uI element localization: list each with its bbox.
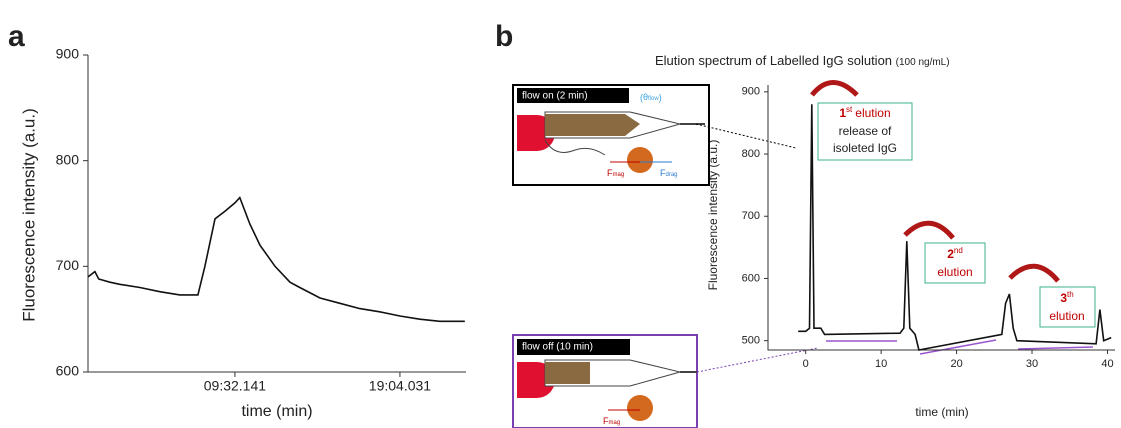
x-tick-label: 0 — [803, 358, 809, 370]
y-tick-label: 900 — [742, 86, 760, 98]
suffix: th — [1067, 290, 1074, 299]
subscript: mag — [609, 420, 621, 426]
data-line — [87, 196, 465, 323]
force: F — [603, 416, 609, 426]
x-tick-label: 10 — [875, 358, 887, 370]
suffix: nd — [954, 246, 963, 255]
y-tick-label: 500 — [742, 335, 760, 347]
suffix: st — [846, 105, 853, 114]
subscript: mag — [613, 172, 625, 178]
axis — [87, 55, 466, 373]
y-tick-label: 900 — [56, 46, 80, 62]
inset-flow-off: flow off (10 min) Fmag — [512, 334, 819, 428]
annotation: elution — [937, 265, 972, 279]
subscript: drag — [666, 172, 678, 178]
annotation: 1st elution — [839, 105, 890, 120]
y-tick-label: 800 — [56, 151, 80, 167]
y-tick-label: 700 — [56, 257, 80, 273]
inset-flow-on: flow on (2 min) Fmag Fdrag (θflow) — [512, 84, 797, 186]
force: F — [607, 168, 613, 178]
panel-label: a — [8, 20, 25, 53]
panel-label: b — [495, 20, 513, 53]
inset-label: Fdrag — [660, 168, 678, 178]
inset-label: flow on (2 min) — [522, 91, 588, 102]
force: F — [660, 168, 666, 178]
annotation: release of — [839, 124, 892, 138]
y-tick-label: 700 — [742, 210, 760, 222]
theta: θ — [643, 92, 648, 102]
x-axis-label: time (min) — [241, 403, 312, 420]
inset-label: (θflow) — [640, 92, 662, 102]
ordinal: 1 — [839, 106, 846, 120]
y-tick-label: 800 — [742, 148, 760, 160]
x-tick-label: 09:32.141 — [204, 378, 266, 394]
title: Elution spectrum of Labelled IgG solutio… — [655, 53, 892, 68]
annotation: 3th — [1060, 290, 1073, 305]
annotations: 1st elution release of isoleted IgG 2nd e… — [810, 80, 1096, 328]
x-axis-label: time (min) — [915, 405, 968, 419]
subtitle: (100 ng/mL) — [896, 57, 950, 68]
y-tick-label: 600 — [742, 272, 760, 284]
y-axis-label: Fluorescence intensity (a.u.) — [19, 108, 38, 322]
inset-label: Fmag — [603, 416, 620, 426]
annotation: isoleted IgG — [833, 141, 897, 155]
subscript: flow — [648, 96, 659, 102]
chart-title: Elution spectrum of Labelled IgG solutio… — [655, 53, 950, 68]
text: elution — [855, 106, 890, 120]
x-tick-label: 19:04.031 — [369, 378, 431, 394]
axis — [767, 85, 1115, 351]
inset-label: flow off (10 min) — [522, 342, 593, 353]
x-tick-label: 20 — [950, 358, 962, 370]
x-tick-label: 30 — [1026, 358, 1038, 370]
ordinal: 3 — [1060, 291, 1067, 305]
x-tick-label: 40 — [1101, 358, 1113, 370]
ordinal: 2 — [947, 247, 954, 261]
annotation: 2nd — [947, 246, 963, 261]
data-line — [798, 104, 1112, 351]
y-tick-label: 600 — [56, 363, 80, 379]
period-arrows — [826, 339, 1094, 355]
inset-label: Fmag — [607, 168, 624, 178]
annotation: elution — [1049, 309, 1084, 323]
